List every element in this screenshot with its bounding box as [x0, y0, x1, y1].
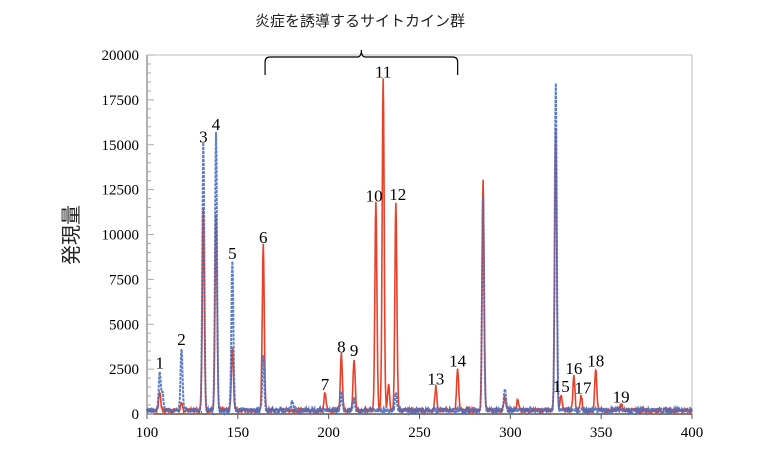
peak-label: 15 [553, 377, 570, 396]
x-tick-label: 350 [590, 425, 613, 441]
y-tick-label: 7500 [109, 272, 139, 288]
bracket [264, 49, 459, 75]
peak-label: 18 [587, 352, 604, 371]
y-tick-label: 12500 [102, 183, 140, 199]
peak-label: 7 [321, 375, 330, 394]
x-tick-label: 200 [317, 425, 340, 441]
y-tick-label: 2500 [109, 362, 139, 378]
peak-label: 5 [228, 244, 237, 263]
x-tick-label: 250 [408, 425, 431, 441]
peak-label: 17 [575, 379, 593, 398]
series-group [146, 78, 693, 417]
x-tick-label: 300 [499, 425, 522, 441]
x-tick-label: 100 [136, 425, 159, 441]
peak-label: 2 [177, 330, 186, 349]
peak-label: 4 [212, 115, 221, 134]
y-tick-label: 10000 [102, 228, 140, 244]
peak-label: 3 [199, 127, 208, 146]
peak-label: 9 [350, 341, 359, 360]
axes: 0 2500 5000 7500 10000 12500 15000 17500 20000 10… [102, 48, 704, 441]
y-tick-label: 20000 [102, 48, 140, 64]
x-tick-label: 400 [681, 425, 704, 441]
peak-label: 6 [259, 228, 268, 247]
peak-label: 13 [427, 370, 444, 389]
peak-label: 10 [366, 187, 383, 206]
plot-frame [146, 54, 693, 415]
peak-label: 1 [155, 354, 164, 373]
peak-label: 11 [375, 63, 391, 82]
y-tick-label: 0 [132, 407, 140, 423]
peak-label: 8 [337, 337, 346, 356]
series-line-blue [146, 83, 693, 417]
y-tick-label: 17500 [102, 93, 140, 109]
y-tick-label: 5000 [109, 317, 139, 333]
y-axis-label: 発現量 [59, 205, 83, 265]
peak-label: 14 [449, 352, 467, 371]
peak-label: 16 [565, 359, 582, 378]
x-tick-label: 150 [227, 425, 250, 441]
peak-label: 19 [613, 388, 630, 407]
peak-label: 12 [389, 185, 406, 204]
chart-title: 炎症を誘導するサイトカイン群 [255, 12, 465, 30]
y-tick-label: 15000 [102, 138, 140, 154]
